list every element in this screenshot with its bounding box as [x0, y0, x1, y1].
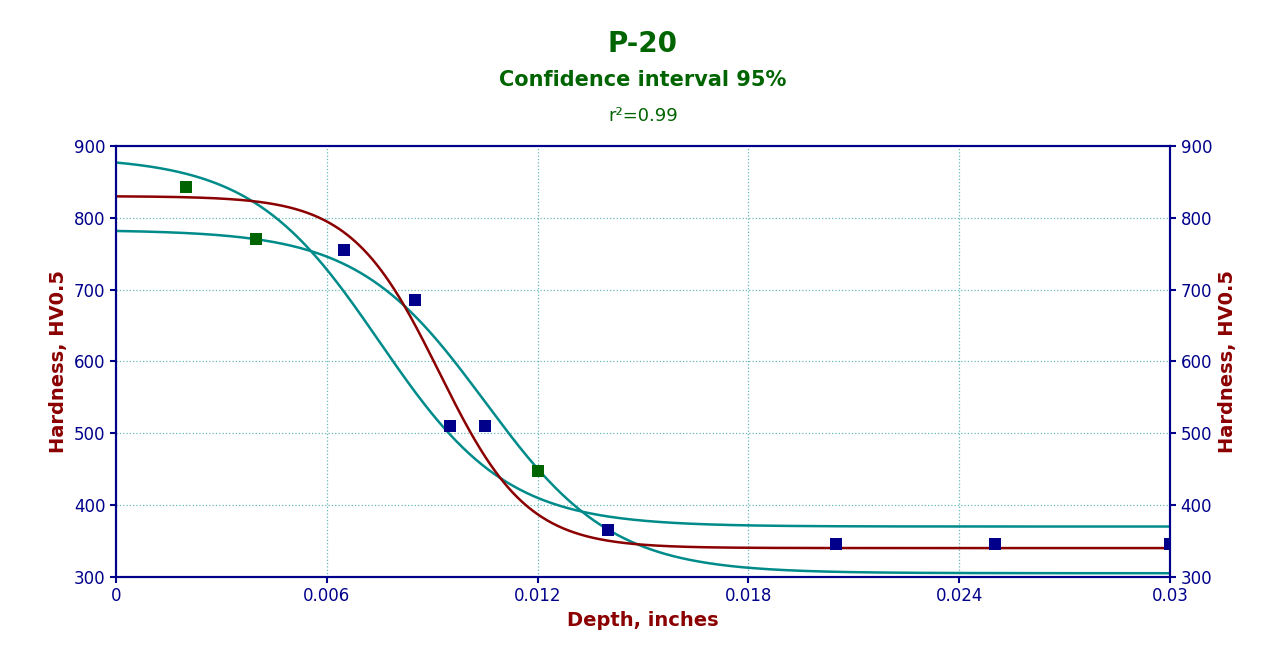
Point: [826, 539, 846, 550]
Point: [475, 420, 495, 431]
Point: [176, 182, 197, 192]
Point: [598, 525, 619, 536]
Point: [984, 539, 1004, 550]
Point: [1160, 539, 1181, 550]
X-axis label: Depth, inches: Depth, inches: [567, 611, 719, 630]
Point: [246, 234, 266, 245]
Text: r²=0.99: r²=0.99: [608, 107, 678, 125]
Point: [404, 295, 424, 306]
Text: Confidence interval 95%: Confidence interval 95%: [499, 70, 787, 90]
Y-axis label: Hardness, HV0.5: Hardness, HV0.5: [49, 270, 68, 453]
Point: [334, 245, 355, 255]
Text: P-20: P-20: [608, 30, 678, 58]
Point: [440, 420, 460, 431]
Point: [527, 466, 548, 477]
Y-axis label: Hardness, HV0.5: Hardness, HV0.5: [1218, 270, 1237, 453]
